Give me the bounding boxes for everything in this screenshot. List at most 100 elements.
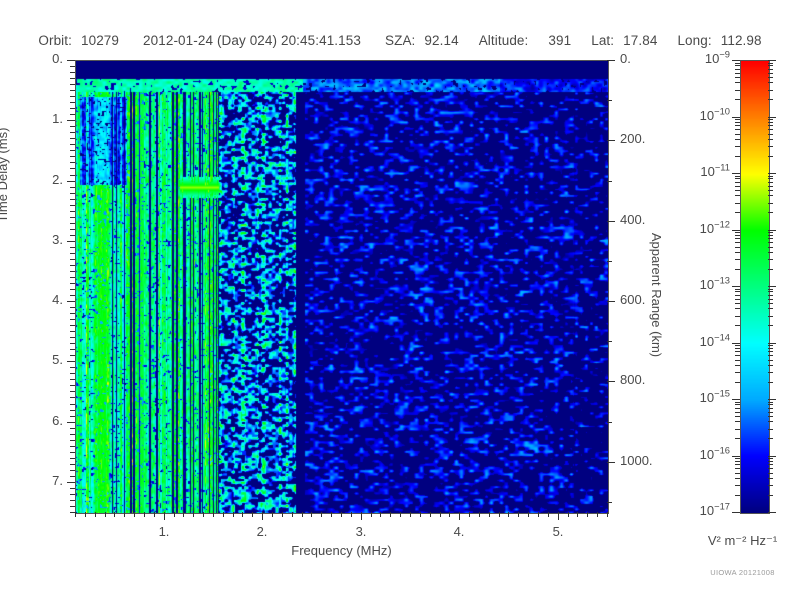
colorbar-minor-tick (735, 232, 740, 233)
colorbar-minor-tick (768, 195, 773, 196)
colorbar-minor-tick (768, 252, 773, 253)
long-value: 112.98 (720, 32, 762, 48)
y-left-minor-tick (70, 440, 75, 441)
y-left-minor-tick (70, 259, 75, 260)
y-left-minor-tick (70, 229, 75, 230)
colorbar-minor-tick (735, 308, 740, 309)
x-tick-label: 3. (355, 524, 367, 539)
y-left-minor-tick (70, 446, 75, 447)
colorbar-minor-tick (768, 146, 773, 147)
sza-value: 92.14 (424, 32, 459, 48)
colorbar-minor-tick (768, 308, 773, 309)
colorbar-minor-tick (735, 119, 740, 120)
x-minor-tick (144, 512, 145, 517)
y-right-major-tick (607, 381, 615, 382)
colorbar-minor-tick (735, 134, 740, 135)
x-minor-tick (242, 512, 243, 517)
colorbar-tick-label: 10−10 (699, 106, 730, 123)
colorbar-minor-tick (735, 468, 740, 469)
y-left-minor-tick (70, 78, 75, 79)
y-right-minor-tick (607, 100, 612, 101)
colorbar-major-tick (768, 230, 776, 231)
colorbar-minor-tick (735, 316, 740, 317)
x-minor-tick (351, 512, 352, 517)
y-left-minor-tick (70, 150, 75, 151)
colorbar-minor-tick (735, 178, 740, 179)
x-major-tick (459, 512, 460, 520)
y-left-minor-tick (70, 404, 75, 405)
y-left-minor-tick (70, 434, 75, 435)
x-minor-tick (302, 512, 303, 517)
y-left-minor-tick (70, 391, 75, 392)
colorbar-minor-tick (735, 242, 740, 243)
colorbar-minor-tick (768, 247, 773, 248)
x-minor-tick (607, 512, 608, 517)
y-left-minor-tick (70, 193, 75, 194)
x-minor-tick (114, 512, 115, 517)
colorbar-minor-tick (768, 468, 773, 469)
colorbar-minor-tick (768, 345, 773, 346)
colorbar-minor-tick (768, 69, 773, 70)
colorbar-tick-label: 10−13 (699, 275, 730, 292)
x-minor-tick (193, 512, 194, 517)
colorbar-minor-tick (768, 478, 773, 479)
y-left-minor-tick (70, 96, 75, 97)
colorbar-minor-tick (735, 65, 740, 66)
colorbar-minor-tick (768, 212, 773, 213)
y-left-minor-tick (70, 90, 75, 91)
y-left-minor-tick (70, 428, 75, 429)
colorbar-minor-tick (768, 190, 773, 191)
colorbar-minor-tick (735, 372, 740, 373)
colorbar-minor-tick (768, 408, 773, 409)
x-minor-tick (479, 512, 480, 517)
colorbar-minor-tick (768, 182, 773, 183)
y-left-minor-tick (70, 410, 75, 411)
y-left-minor-tick (70, 126, 75, 127)
y-left-minor-tick (70, 355, 75, 356)
colorbar-tick-label: 10−16 (699, 445, 730, 462)
x-minor-tick (390, 512, 391, 517)
x-minor-tick (203, 512, 204, 517)
colorbar-minor-tick (735, 212, 740, 213)
colorbar-minor-tick (768, 176, 773, 177)
colorbar-major-tick (768, 286, 776, 287)
x-minor-tick (499, 512, 500, 517)
y-left-minor-tick (70, 397, 75, 398)
y-left-minor-tick (70, 307, 75, 308)
y-left-minor-tick (70, 132, 75, 133)
y-left-major-tick (67, 241, 75, 242)
colorbar-minor-tick (768, 495, 773, 496)
colorbar-minor-tick (768, 365, 773, 366)
y-right-minor-tick (607, 341, 612, 342)
colorbar-minor-tick (735, 299, 740, 300)
colorbar-minor-tick (735, 90, 740, 91)
y-axis-left-label: Time Delay (ms) (0, 127, 10, 223)
colorbar-minor-tick (768, 404, 773, 405)
colorbar-minor-tick (768, 289, 773, 290)
colorbar-minor-tick (735, 360, 740, 361)
x-minor-tick (489, 512, 490, 517)
y-left-minor-tick (70, 506, 75, 507)
colorbar-units-label: V² m⁻² Hz⁻¹ (707, 533, 778, 548)
y-left-minor-tick (70, 211, 75, 212)
colorbar-minor-tick (735, 69, 740, 70)
colorbar-minor-tick (768, 348, 773, 349)
lat-value: 17.84 (623, 32, 658, 48)
colorbar-tick-label: 10−17 (699, 501, 730, 518)
y-left-minor-tick (70, 416, 75, 417)
y-left-minor-tick (70, 199, 75, 200)
colorbar-minor-tick (768, 461, 773, 462)
colorbar-minor-tick (735, 156, 740, 157)
x-major-tick (361, 512, 362, 520)
colorbar-minor-tick (735, 365, 740, 366)
colorbar-minor-tick (735, 190, 740, 191)
x-minor-tick (233, 512, 234, 517)
colorbar-minor-tick (735, 348, 740, 349)
y-left-minor-tick (70, 72, 75, 73)
orbit-value: 10279 (80, 32, 120, 48)
colorbar-minor-tick (768, 63, 773, 64)
y-right-minor-tick (607, 422, 612, 423)
y-left-minor-tick (70, 470, 75, 471)
colorbar-minor-tick (768, 119, 773, 120)
